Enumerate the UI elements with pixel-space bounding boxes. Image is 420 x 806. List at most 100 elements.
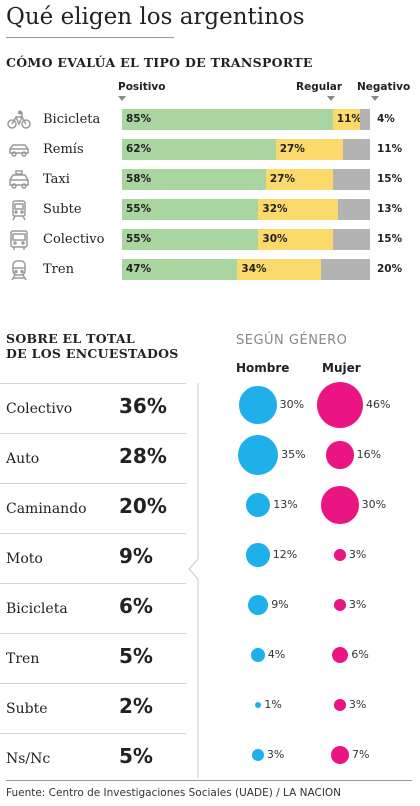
stacked-bar: 55% 30% — [122, 229, 370, 250]
legend-regular: Regular — [296, 81, 343, 93]
bar-segment-positivo: 85% — [122, 109, 333, 130]
bar-value-label: 85% — [126, 113, 152, 125]
bar-value-label-negativo: 15% — [377, 173, 403, 185]
total-row: Bicicleta 6% — [0, 583, 420, 633]
bubble-label-hombre: 1% — [264, 698, 282, 711]
bar-value-label-negativo: 11% — [377, 143, 403, 155]
row-divider — [0, 633, 186, 634]
bubble-label-mujer: 3% — [348, 598, 367, 611]
bubble-label-hombre: 35% — [281, 448, 306, 461]
bar-segment-regular: 34% — [237, 259, 321, 280]
bubble-mujer — [331, 746, 349, 764]
total-category-label: Subte — [6, 701, 48, 717]
bubble-mujer — [326, 441, 354, 469]
stacked-bar: 62% 27% — [122, 139, 370, 160]
title-divider — [6, 37, 174, 38]
row-divider — [0, 533, 186, 534]
negativo-marker — [371, 96, 379, 101]
bar-row-label: Remís — [43, 142, 84, 157]
stacked-bar: 47% 34% — [122, 259, 370, 280]
bar-segment-regular: 27% — [265, 169, 333, 190]
total-category-label: Moto — [6, 551, 43, 567]
bar-value-label: 34% — [241, 263, 267, 275]
bubble-label-hombre: 3% — [266, 748, 285, 761]
bubble-label-mujer: 30% — [361, 498, 387, 511]
row-divider — [0, 583, 186, 584]
bubble-hombre — [237, 434, 279, 476]
total-value: 5% — [119, 744, 153, 768]
row-divider — [0, 433, 186, 434]
bar-value-label-negativo: 4% — [377, 113, 395, 125]
bar-value-label: 62% — [126, 143, 152, 155]
bubble-label-mujer: 16% — [356, 448, 382, 461]
row-divider — [0, 683, 186, 684]
bubble-mujer — [334, 549, 346, 561]
total-value: 6% — [119, 594, 153, 618]
bubble-hombre — [247, 594, 269, 616]
legend-mujer: Mujer — [322, 361, 361, 375]
bar-segment-positivo: 55% — [122, 229, 259, 250]
bar-row-bicicleta: Bicicleta 85% 11% 4% — [0, 108, 420, 132]
bubble-hombre — [245, 492, 271, 518]
bar-row-tren: Tren 47% 34% 20% — [0, 258, 420, 282]
bubble-label-mujer: 3% — [348, 698, 367, 711]
total-value: 2% — [119, 694, 153, 718]
stacked-bar: 55% 32% — [122, 199, 370, 220]
row-divider — [0, 733, 186, 734]
taxi-icon — [7, 169, 31, 191]
total-category-label: Bicicleta — [6, 601, 68, 617]
bubble-label-hombre: 12% — [272, 548, 298, 561]
source-note: Fuente: Centro de Investigaciones Social… — [6, 787, 342, 799]
total-row: Colectivo 36% — [0, 383, 420, 433]
total-value: 28% — [119, 444, 167, 468]
stacked-bar: 58% 27% — [122, 169, 370, 190]
total-row: Caminando 20% — [0, 483, 420, 533]
bubble-mujer — [316, 381, 364, 429]
total-value: 20% — [119, 494, 167, 518]
subway-icon — [7, 199, 31, 221]
stacked-bar: 85% 11% — [122, 109, 370, 130]
bar-segment-positivo: 47% — [122, 259, 238, 280]
bar-segment-negativo — [342, 139, 370, 160]
section-total-title-line-1: SOBRE EL TOTAL — [6, 331, 135, 346]
bar-segment-positivo: 62% — [122, 139, 276, 160]
total-category-label: Tren — [6, 651, 40, 667]
total-row: Ns/Nc 5% — [0, 733, 420, 783]
bar-segment-negativo — [337, 199, 370, 220]
bar-value-label-negativo: 13% — [377, 203, 403, 215]
bar-value-label: 58% — [126, 173, 152, 185]
bar-row-rems: Remís 62% 27% 11% — [0, 138, 420, 162]
total-row: Auto 28% — [0, 433, 420, 483]
bar-value-label: 27% — [279, 143, 305, 155]
bubble-hombre — [252, 749, 264, 761]
train-icon — [7, 259, 31, 281]
bar-value-label: 55% — [126, 203, 152, 215]
section-evaluation-title: CÓMO EVALÚA EL TIPO DE TRANSPORTE — [6, 55, 313, 70]
bar-row-label: Tren — [43, 262, 74, 277]
bubble-mujer — [334, 699, 346, 711]
bar-segment-regular: 30% — [258, 229, 333, 250]
bubble-label-mujer: 3% — [348, 548, 367, 561]
bar-row-label: Taxi — [43, 172, 70, 187]
legend-hombre: Hombre — [236, 361, 290, 375]
bar-value-label-negativo: 15% — [377, 233, 403, 245]
car-icon — [7, 139, 31, 161]
bar-value-label: 55% — [126, 233, 152, 245]
total-row: Subte 2% — [0, 683, 420, 733]
bubble-label-hombre: 4% — [267, 648, 286, 661]
bar-segment-negativo — [360, 109, 370, 130]
footer-divider — [6, 780, 412, 781]
bar-segment-negativo — [332, 229, 370, 250]
total-row: Moto 9% — [0, 533, 420, 583]
total-row: Tren 5% — [0, 633, 420, 683]
bubble-hombre — [251, 648, 265, 662]
legend-negativo: Negativo — [357, 81, 411, 93]
bar-row-taxi: Taxi 58% 27% 15% — [0, 168, 420, 192]
row-divider — [0, 483, 186, 484]
total-category-label: Caminando — [6, 501, 87, 517]
total-category-label: Colectivo — [6, 401, 73, 417]
total-value: 5% — [119, 644, 153, 668]
section-total-title: SOBRE EL TOTAL DE LOS ENCUESTADOS — [6, 331, 179, 361]
bubble-hombre — [246, 543, 270, 567]
